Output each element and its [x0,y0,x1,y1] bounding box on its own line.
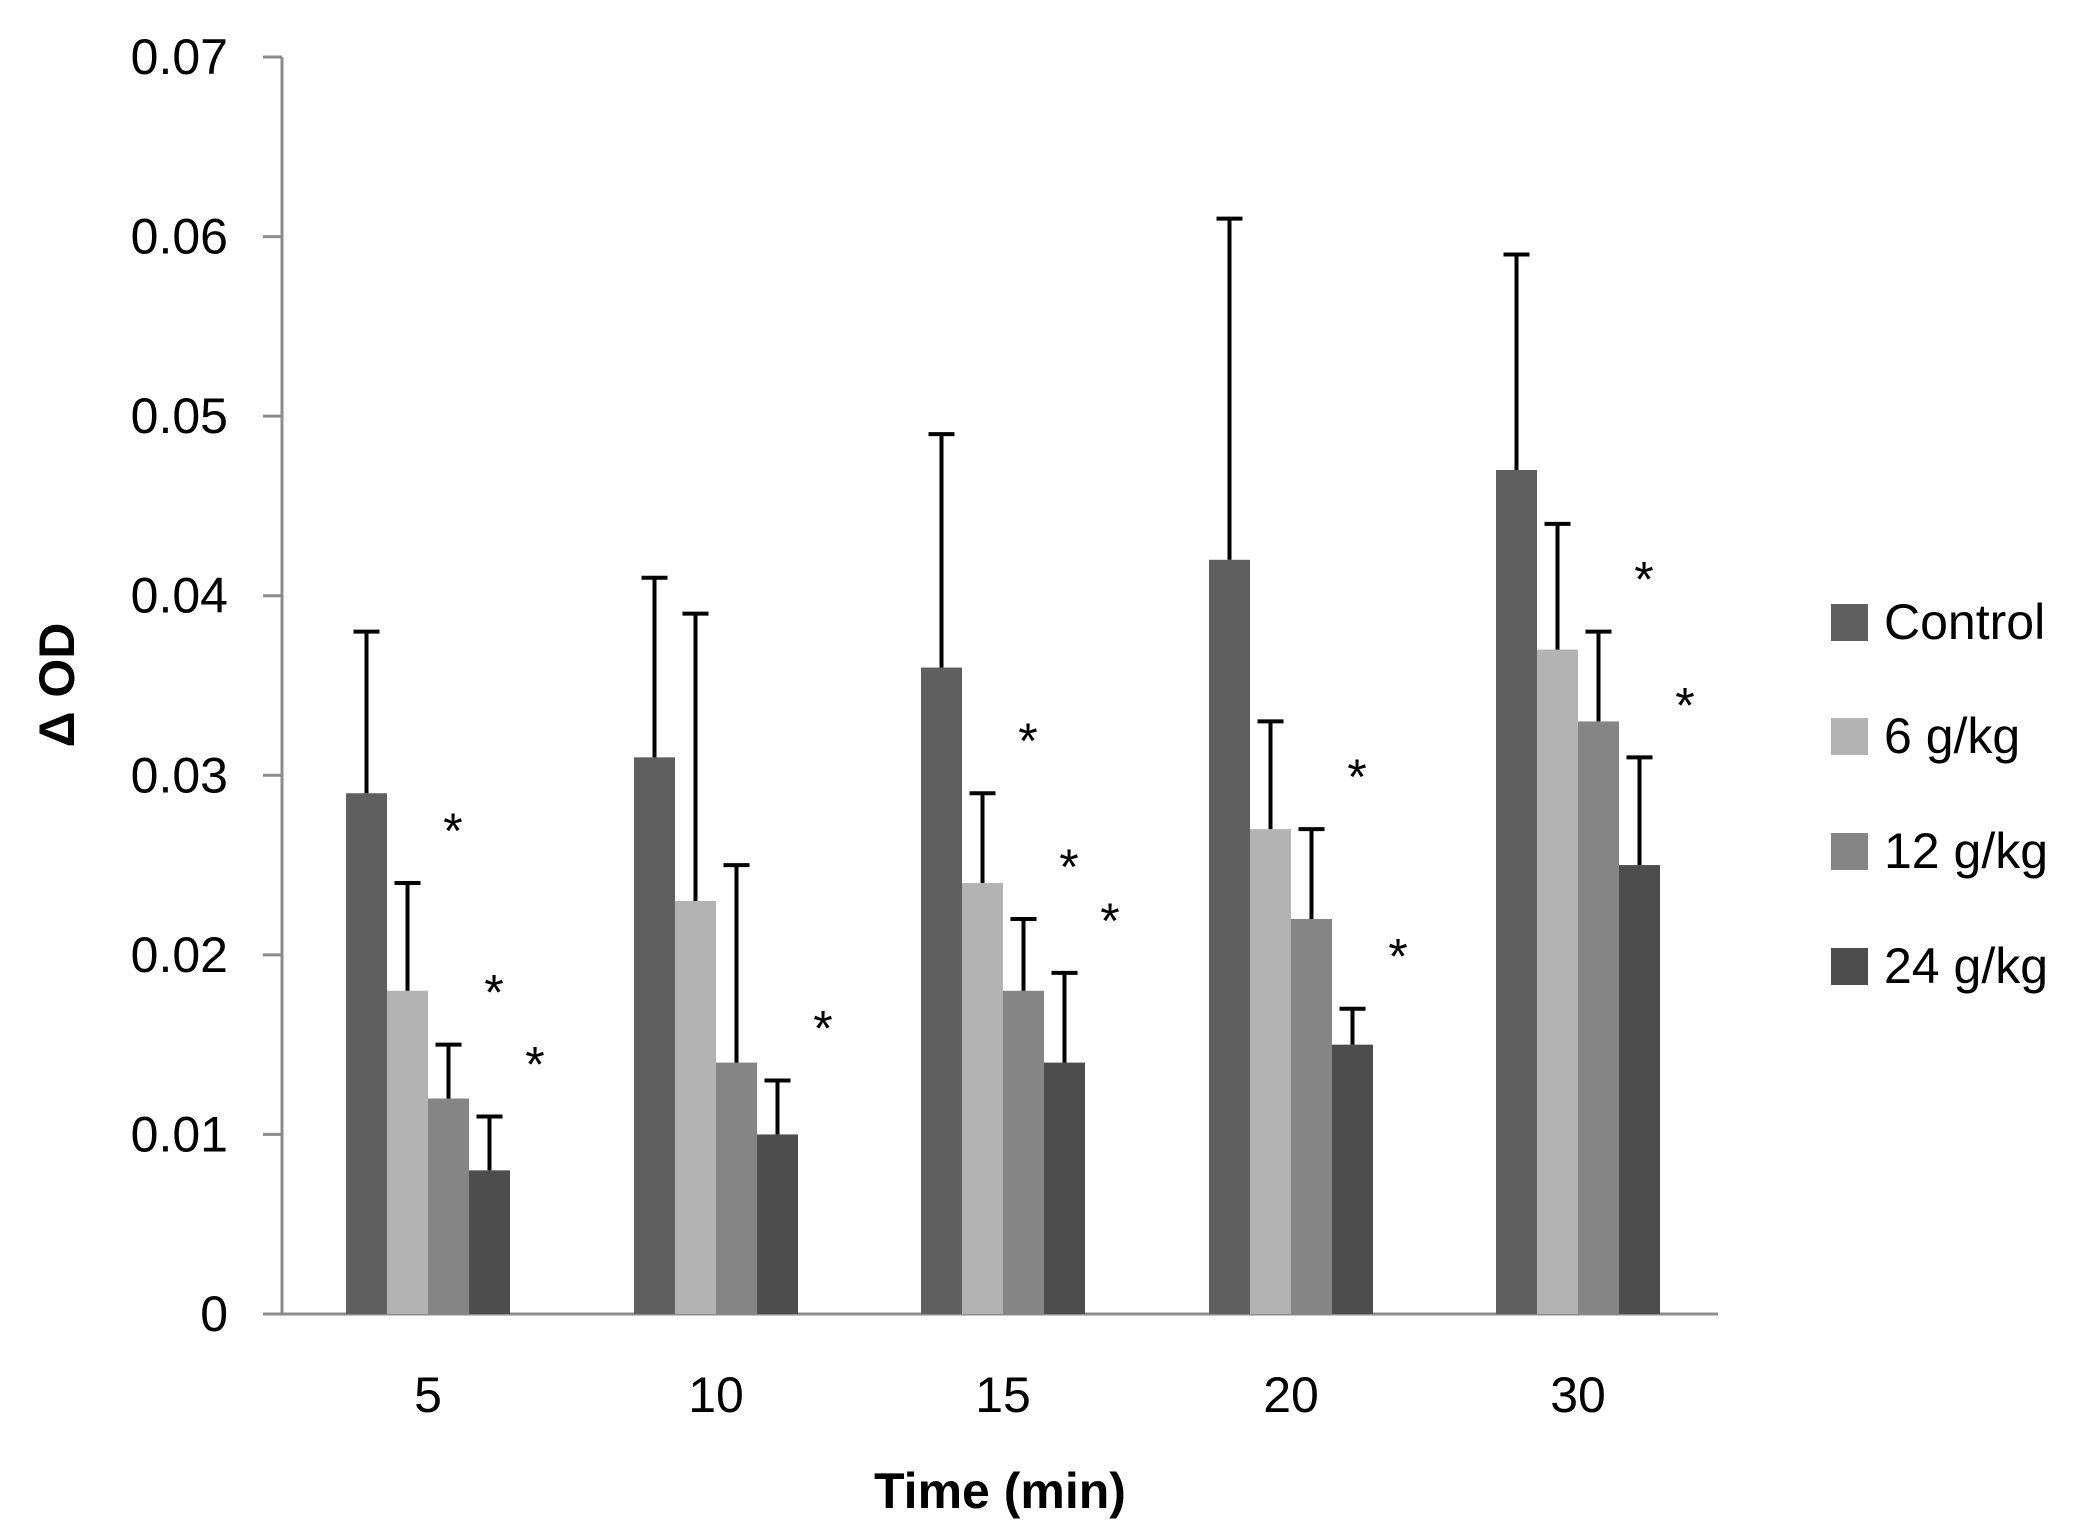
bar [675,900,716,1314]
x-tick-label: 30 [1550,1367,1606,1423]
y-tick-label: 0.04 [131,568,228,624]
bar [1003,990,1044,1314]
x-axis-title: Time (min) [874,1463,1126,1519]
bar [346,793,387,1314]
significance-star: * [1347,749,1366,805]
y-tick-label: 0 [200,1286,228,1342]
legend-swatch [1831,948,1868,985]
significance-star: * [1388,929,1407,985]
y-tick-label: 0.07 [131,29,228,85]
legend-swatch [1831,604,1868,641]
significance-star: * [1018,713,1037,769]
y-tick-label: 0.01 [131,1106,228,1162]
significance-star: * [1675,677,1694,733]
bar [1537,649,1578,1314]
y-tick-label: 0.05 [131,388,228,444]
legend-label: Control [1884,594,2045,650]
bar [469,1170,510,1314]
bar [1619,865,1660,1314]
x-tick-label: 20 [1263,1367,1319,1423]
significance-star: * [484,965,503,1021]
y-axis-title: Δ OD [29,623,85,748]
legend-label: 12 g/kg [1884,823,2048,879]
bar [716,1062,757,1314]
significance-star: * [443,803,462,859]
bar [757,1134,798,1314]
x-tick-label: 15 [975,1367,1031,1423]
bar [1044,1062,1085,1314]
y-tick-label: 0.02 [131,927,228,983]
significance-star: * [1100,893,1119,949]
x-tick-label: 5 [414,1367,442,1423]
y-tick-label: 0.06 [131,209,228,265]
significance-star: * [1059,839,1078,895]
bar [1209,559,1250,1314]
bar [1291,918,1332,1314]
bar [1578,721,1619,1314]
bar [634,757,675,1314]
bar [962,883,1003,1314]
legend-swatch [1831,718,1868,755]
bar [428,1098,469,1314]
legend-label: 24 g/kg [1884,938,2048,994]
legend-label: 6 g/kg [1884,708,2020,764]
bar [1496,470,1537,1314]
bar [921,667,962,1314]
significance-star: * [525,1036,544,1092]
legend-swatch [1831,833,1868,870]
x-tick-label: 10 [688,1367,744,1423]
bar [387,990,428,1314]
bar [1250,829,1291,1314]
significance-star: * [813,1001,832,1057]
y-tick-label: 0.03 [131,747,228,803]
significance-star: * [1634,552,1653,608]
bar [1332,1044,1373,1314]
